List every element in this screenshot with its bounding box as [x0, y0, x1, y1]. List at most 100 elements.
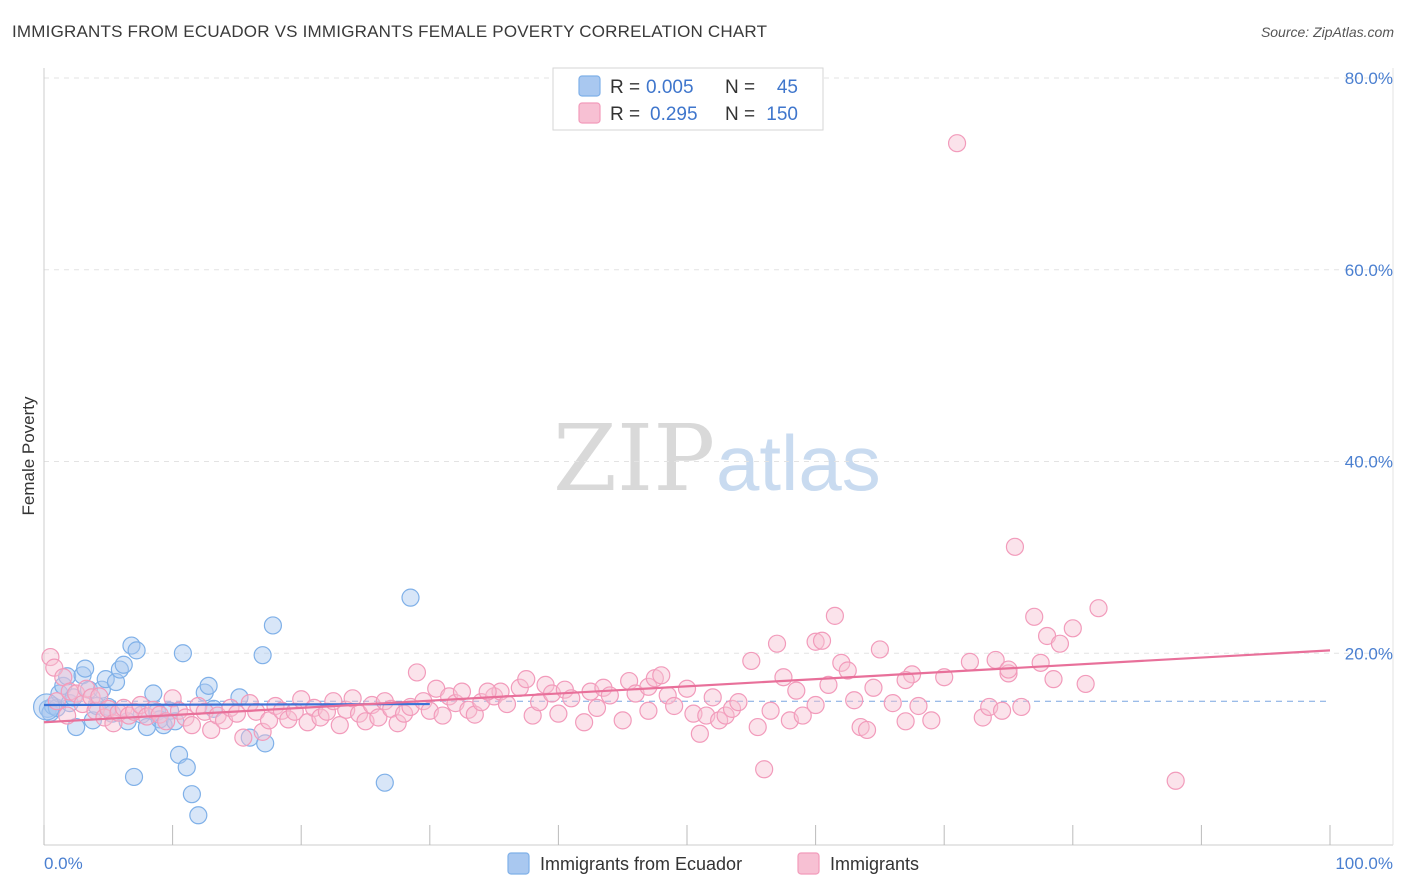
- point-immigrants-155: [947, 134, 967, 153]
- bottom-legend-label-immigrants: Immigrants: [830, 854, 919, 874]
- point-immigrants-66: [433, 706, 452, 725]
- point-immigrants-114: [787, 681, 806, 700]
- point-immigrants-145: [1050, 634, 1070, 653]
- watermark: ZIP atlas: [553, 405, 881, 512]
- legend-swatch-immigrants: [578, 102, 601, 124]
- point-immigrants-95: [652, 666, 671, 685]
- point-immigrants-52: [343, 689, 362, 708]
- point-immigrants-131: [922, 711, 941, 730]
- point-immigrants-82: [549, 704, 568, 723]
- legend-n-label-immigrants: N =: [725, 104, 755, 125]
- point-immigrants-151: [896, 670, 915, 690]
- point-ecuador-46: [253, 646, 272, 665]
- point-immigrants-62: [407, 663, 427, 682]
- point-ecuador-cluster: [32, 693, 61, 721]
- point-immigrants-142: [1031, 653, 1050, 672]
- legend-n-value-ecuador: 45: [777, 77, 798, 98]
- bottom-legend-swatch-immigrants: [797, 852, 820, 875]
- bottom-legend-swatch-ecuador: [507, 852, 530, 875]
- point-immigrants-56: [369, 708, 388, 727]
- point-ecuador-24: [127, 641, 146, 660]
- point-immigrants-133: [960, 652, 980, 671]
- point-ecuador-11: [76, 659, 95, 678]
- point-immigrants-107: [742, 651, 761, 671]
- bottom-legend-label-ecuador: Immigrants from Ecuador: [540, 854, 742, 874]
- point-immigrants-126: [870, 640, 890, 659]
- point-immigrants-144: [1044, 670, 1063, 689]
- point-ecuador-36: [182, 785, 201, 804]
- point-immigrants-125: [864, 678, 883, 697]
- point-immigrants-152: [806, 695, 825, 715]
- x-tick-label-max: 100.0%: [1335, 854, 1393, 873]
- point-immigrants-153: [639, 701, 658, 720]
- y-tick-label-80: 80.0%: [1345, 69, 1393, 88]
- point-ecuador-37: [189, 806, 208, 825]
- point-immigrants-59: [388, 714, 407, 733]
- point-immigrants-104: [716, 706, 735, 725]
- series-legend: Immigrants from Ecuador Immigrants: [507, 852, 919, 875]
- correlation-legend: R = 0.005 N = 45 R = 0.295 N = 150: [552, 67, 824, 131]
- point-immigrants-90: [613, 711, 632, 730]
- point-immigrants-124: [857, 720, 877, 740]
- point-ecuador-47: [401, 588, 420, 607]
- legend-n-value-immigrants: 150: [766, 104, 798, 125]
- point-immigrants-102: [703, 688, 722, 707]
- watermark-atlas: atlas: [716, 419, 881, 507]
- trend-line-immigrants: [43, 649, 1331, 724]
- point-immigrants-148: [1089, 599, 1108, 618]
- legend-n-label-ecuador: N =: [725, 77, 755, 98]
- point-immigrants-0: [41, 647, 60, 667]
- legend-swatch-ecuador: [578, 75, 601, 97]
- source-label: Source: ZipAtlas.com: [1260, 24, 1394, 40]
- point-immigrants-50: [330, 716, 349, 735]
- point-immigrants-139: [1005, 537, 1025, 556]
- point-immigrants-115: [793, 706, 812, 725]
- point-immigrants-105: [722, 699, 742, 718]
- point-immigrants-108: [748, 717, 767, 737]
- point-immigrants-128: [896, 712, 915, 731]
- watermark-zip: ZIP: [553, 405, 715, 512]
- point-immigrants-112: [774, 668, 793, 687]
- gridlines: [44, 77, 1393, 702]
- point-immigrants-23: [157, 712, 176, 731]
- point-ecuador-35: [177, 758, 196, 777]
- point-ecuador-48: [375, 773, 394, 792]
- point-ecuador-34: [173, 644, 192, 663]
- legend-r-value-immigrants: 0.295: [650, 104, 698, 125]
- point-ecuador-27: [144, 684, 163, 703]
- point-ecuador-39: [199, 676, 218, 695]
- point-immigrants-75: [497, 694, 517, 714]
- chart-title: IMMIGRANTS FROM ECUADOR VS IMMIGRANTS FE…: [12, 22, 768, 41]
- point-immigrants-117: [812, 631, 832, 650]
- y-axis-label: Female Poverty: [19, 396, 38, 516]
- y-tick-label-40: 40.0%: [1345, 453, 1393, 472]
- legend-r-label-immigrants: R =: [610, 104, 640, 125]
- trend-lines: [43, 649, 1331, 724]
- x-tick-label-min: 0.0%: [44, 854, 83, 873]
- point-immigrants-109: [755, 760, 774, 779]
- point-immigrants-147: [1076, 674, 1095, 694]
- legend-r-label-ecuador: R =: [610, 77, 640, 98]
- y-tick-labels: 20.0% 40.0% 60.0% 80.0%: [1345, 69, 1393, 663]
- point-immigrants-69: [452, 682, 472, 701]
- point-immigrants-97: [665, 696, 684, 716]
- legend-r-value-ecuador: 0.005: [646, 77, 694, 98]
- point-immigrants-119: [825, 606, 844, 625]
- point-immigrants-106: [729, 693, 748, 712]
- point-immigrants-154: [478, 682, 497, 701]
- point-immigrants-134: [973, 708, 992, 727]
- axes: [43, 68, 1394, 846]
- point-immigrants-35: [234, 728, 253, 747]
- points-immigrants: [41, 134, 1185, 790]
- point-immigrants-118: [819, 675, 838, 694]
- point-immigrants-87: [587, 698, 607, 717]
- point-immigrants-130: [909, 696, 928, 716]
- point-ecuador-44: [263, 616, 283, 635]
- point-immigrants-140: [1012, 697, 1031, 717]
- point-immigrants-110: [761, 701, 780, 720]
- point-immigrants-149: [1166, 771, 1185, 790]
- point-ecuador-43: [256, 734, 275, 753]
- point-immigrants-85: [575, 713, 594, 732]
- point-immigrants-121: [838, 661, 857, 680]
